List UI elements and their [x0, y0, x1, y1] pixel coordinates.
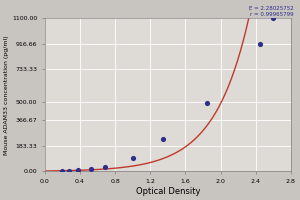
- Point: [205, 102, 210, 105]
- Point: [88, 167, 93, 171]
- X-axis label: Optical Density: Optical Density: [136, 187, 200, 196]
- Point: [60, 170, 65, 173]
- Point: [161, 137, 166, 141]
- Point: [271, 17, 276, 20]
- Text: E = 2.28025752
r = 0.99965799: E = 2.28025752 r = 0.99965799: [249, 6, 294, 17]
- Point: [66, 169, 71, 173]
- Point: [130, 156, 135, 159]
- Point: [258, 42, 262, 45]
- Point: [76, 168, 81, 172]
- Point: [102, 166, 107, 169]
- Y-axis label: Mouse ADAM33 concentration (pg/ml): Mouse ADAM33 concentration (pg/ml): [4, 35, 9, 155]
